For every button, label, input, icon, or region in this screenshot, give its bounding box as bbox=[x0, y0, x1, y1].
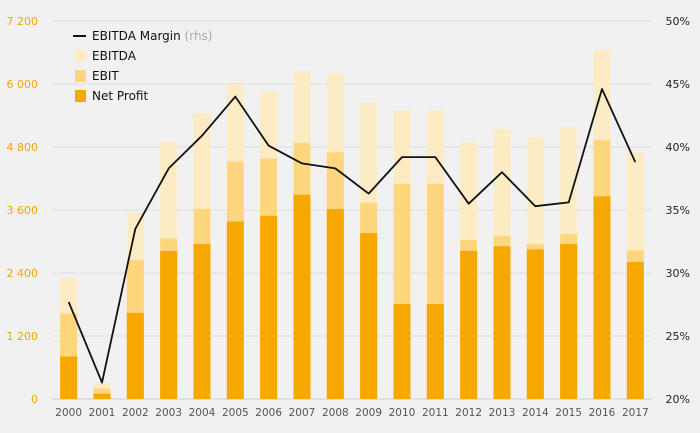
x-tick-label: 2003 bbox=[155, 407, 182, 419]
bar-net-profit bbox=[226, 221, 244, 399]
x-tick-label: 2004 bbox=[189, 407, 216, 419]
y-left-tick-label: 3 600 bbox=[7, 204, 39, 217]
line-ebitda-margin bbox=[67, 88, 637, 384]
x-tick-label: 2000 bbox=[55, 407, 82, 419]
bar-net-profit bbox=[293, 194, 311, 399]
legend-swatch-ebitda bbox=[75, 50, 86, 62]
y-right-tick-label: 45% bbox=[666, 78, 690, 91]
x-tick-label: 2005 bbox=[222, 407, 249, 419]
margin-line-layer bbox=[67, 88, 637, 384]
legend: EBITDA Margin (rhs) EBITDA EBIT Net Profit bbox=[73, 29, 213, 103]
x-tick-label: 2014 bbox=[522, 407, 549, 419]
x-tick-label: 2002 bbox=[122, 407, 149, 419]
x-tick-label: 2001 bbox=[89, 407, 116, 419]
bar-net-profit bbox=[526, 249, 544, 399]
legend-swatch-net-profit bbox=[75, 90, 86, 102]
bar-net-profit bbox=[426, 303, 444, 399]
x-tick-label: 2016 bbox=[589, 407, 616, 419]
bar-net-profit bbox=[460, 250, 478, 399]
legend-label-ebit: EBIT bbox=[92, 69, 119, 83]
bar-net-profit bbox=[60, 356, 78, 399]
legend-swatch-ebit bbox=[75, 70, 86, 82]
y-left-tick-label: 7 200 bbox=[7, 15, 39, 28]
x-tick-label: 2015 bbox=[555, 407, 582, 419]
y-right-tick-label: 25% bbox=[666, 330, 690, 343]
legend-label-ebitda-margin: EBITDA Margin (rhs) bbox=[92, 29, 213, 43]
legend-label-net-profit: Net Profit bbox=[92, 89, 148, 103]
x-tick-label: 2007 bbox=[289, 407, 316, 419]
bar-net-profit bbox=[260, 215, 278, 399]
y-left-tick-label: 4 800 bbox=[7, 141, 39, 154]
bar-net-profit bbox=[93, 393, 111, 399]
bar-net-profit bbox=[326, 208, 344, 399]
bar-net-profit bbox=[160, 250, 178, 399]
x-tick-label: 2011 bbox=[422, 407, 449, 419]
y-left-tick-label: 2 400 bbox=[7, 267, 39, 280]
x-tick-label: 2009 bbox=[355, 407, 382, 419]
x-tick-label: 2006 bbox=[255, 407, 282, 419]
y-left-tick-label: 6 000 bbox=[7, 78, 39, 91]
bar-net-profit bbox=[360, 233, 378, 399]
y-right-tick-label: 20% bbox=[666, 393, 690, 406]
y-left-tick-label: 0 bbox=[31, 393, 38, 406]
x-tick-label: 2013 bbox=[489, 407, 516, 419]
legend-note-rhs: (rhs) bbox=[181, 29, 213, 43]
bar-net-profit bbox=[126, 312, 144, 399]
x-tick-label: 2017 bbox=[622, 407, 649, 419]
bar-net-profit bbox=[193, 244, 211, 399]
axes: 0 1 200 2 400 3 600 4 800 6 000 7 200 20% 25% 30%… bbox=[7, 15, 691, 419]
bar-net-profit bbox=[593, 196, 611, 399]
bar-net-profit bbox=[626, 261, 644, 399]
y-right-tick-label: 50% bbox=[666, 15, 690, 28]
y-right-tick-label: 40% bbox=[666, 141, 690, 154]
y-right-tick-label: 35% bbox=[666, 204, 690, 217]
y-right-tick-label: 30% bbox=[666, 267, 690, 280]
x-tick-label: 2012 bbox=[455, 407, 482, 419]
x-tick-label: 2010 bbox=[389, 407, 416, 419]
legend-label-ebitda: EBITDA bbox=[92, 49, 137, 63]
x-tick-label: 2008 bbox=[322, 407, 349, 419]
grid-lines bbox=[52, 20, 652, 400]
bar-net-profit bbox=[493, 246, 511, 399]
bar-net-profit bbox=[393, 303, 411, 399]
y-left-tick-label: 1 200 bbox=[7, 330, 39, 343]
bars bbox=[60, 49, 644, 400]
bar-net-profit bbox=[560, 244, 578, 399]
